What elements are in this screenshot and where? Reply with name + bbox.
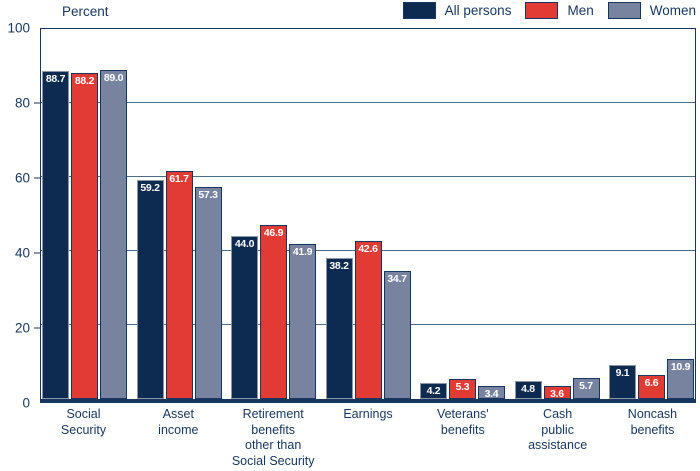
y-tick-label: 20	[14, 320, 30, 336]
gridline	[41, 176, 695, 177]
all-persons-swatch-icon	[402, 2, 436, 19]
bar-women: 57.3	[194, 187, 222, 399]
bar-group: 9.1 6.6 10.9	[609, 29, 694, 399]
women-swatch-icon	[607, 2, 641, 19]
x-category-label: Asset income	[158, 407, 199, 437]
y-tick-mark	[34, 102, 40, 104]
bar-value-label: 4.8	[521, 383, 535, 396]
bar-value-label: 42.6	[358, 243, 378, 256]
bar-group: 59.2 61.7 57.3	[136, 29, 222, 399]
x-axis-labels: Social Security Asset income Retirement be…	[40, 407, 696, 470]
bar-group: 88.7 88.2 89.0	[42, 29, 127, 399]
bar-value-label: 5.7	[579, 379, 593, 392]
bar-men: 61.7	[165, 170, 193, 399]
x-category-label: Noncash benefits	[627, 407, 678, 437]
bar-value-label: 88.2	[74, 74, 95, 87]
bars-row: 88.7 88.2 89.0 59.2 61.7 57.3 44.0 46.9 41.9 38.2…	[41, 29, 695, 401]
bar-value-label: 10.9	[670, 360, 691, 373]
y-tick-label: 0	[22, 395, 30, 411]
bar-women: 10.9	[667, 358, 694, 399]
bar-value-label: 3.4	[484, 388, 499, 401]
bar-value-label: 3.6	[550, 387, 564, 400]
legend-item-men: Men	[525, 2, 594, 19]
bar-value-label: 61.7	[169, 172, 189, 185]
x-category-label: Cash public assistance	[528, 407, 588, 453]
bar-men: 3.6	[543, 385, 571, 400]
y-axis-title: Percent	[62, 4, 109, 19]
y-tick-label: 40	[14, 245, 30, 261]
y-tick-mark	[34, 327, 40, 329]
x-category-label: Social Security	[60, 407, 107, 437]
bar-men: 46.9	[260, 225, 287, 399]
x-category-label: Retirement benefits other than Social Se…	[231, 407, 315, 468]
y-tick-label: 60	[14, 170, 30, 186]
bar-women: 34.7	[383, 270, 411, 399]
bar-women: 3.4	[478, 386, 505, 401]
x-category-label: Veterans' benefits	[436, 407, 489, 437]
bar-value-label: 5.3	[455, 381, 470, 394]
bar-all-persons: 9.1	[609, 365, 636, 399]
bar-value-label: 41.9	[292, 245, 313, 258]
bar-all-persons: 4.2	[420, 383, 447, 399]
bar-value-label: 4.2	[426, 385, 441, 398]
bar-men: 42.6	[354, 241, 382, 399]
bar-value-label: 89.0	[103, 71, 124, 84]
bar-value-label: 44.0	[234, 238, 255, 251]
x-category-label: Earnings	[343, 407, 393, 421]
plot-area: 88.7 88.2 89.0 59.2 61.7 57.3 44.0 46.9 41.9 38.2…	[40, 28, 696, 403]
legend: All persons Men Women	[402, 2, 696, 19]
bar-group: 38.2 42.6 34.7	[325, 29, 411, 399]
bar-men: 5.3	[449, 379, 476, 399]
legend-label: Women	[649, 3, 696, 18]
bar-all-persons: 88.7	[42, 70, 69, 399]
y-axis: 0 20 40 60 80 100	[0, 21, 40, 411]
y-tick-mark	[34, 177, 40, 179]
bar-women: 5.7	[572, 377, 600, 399]
bar-value-label: 38.2	[329, 259, 349, 272]
legend-item-all-persons: All persons	[402, 2, 512, 19]
bar-men: 88.2	[71, 72, 98, 399]
bar-women: 89.0	[100, 69, 127, 399]
bar-value-label: 57.3	[198, 189, 218, 201]
gridline	[41, 102, 695, 103]
bar-all-persons: 38.2	[325, 257, 353, 399]
bar-value-label: 9.1	[615, 367, 630, 380]
legend-item-women: Women	[607, 2, 696, 19]
men-swatch-icon	[525, 2, 559, 19]
bar-women: 41.9	[289, 243, 316, 399]
bar-value-label: 46.9	[263, 227, 284, 240]
y-tick-label: 100	[7, 20, 30, 36]
bar-value-label: 34.7	[387, 272, 407, 285]
legend-label: All persons	[444, 3, 512, 18]
bar-all-persons: 44.0	[231, 236, 258, 399]
bar-value-label: 6.6	[644, 376, 659, 389]
legend-label: Men	[567, 3, 594, 18]
bar-value-label: 88.7	[45, 72, 66, 85]
bar-all-persons: 4.8	[514, 381, 542, 399]
bar-value-label: 59.2	[140, 181, 160, 194]
y-tick-mark	[34, 252, 40, 254]
bar-men: 6.6	[638, 374, 665, 399]
bar-group: 4.8 3.6 5.7	[514, 29, 600, 400]
bar-group: 4.2 5.3 3.4	[420, 29, 505, 401]
y-tick-label: 80	[14, 95, 30, 111]
bar-all-persons: 59.2	[136, 179, 164, 399]
bar-group: 44.0 46.9 41.9	[231, 29, 316, 399]
